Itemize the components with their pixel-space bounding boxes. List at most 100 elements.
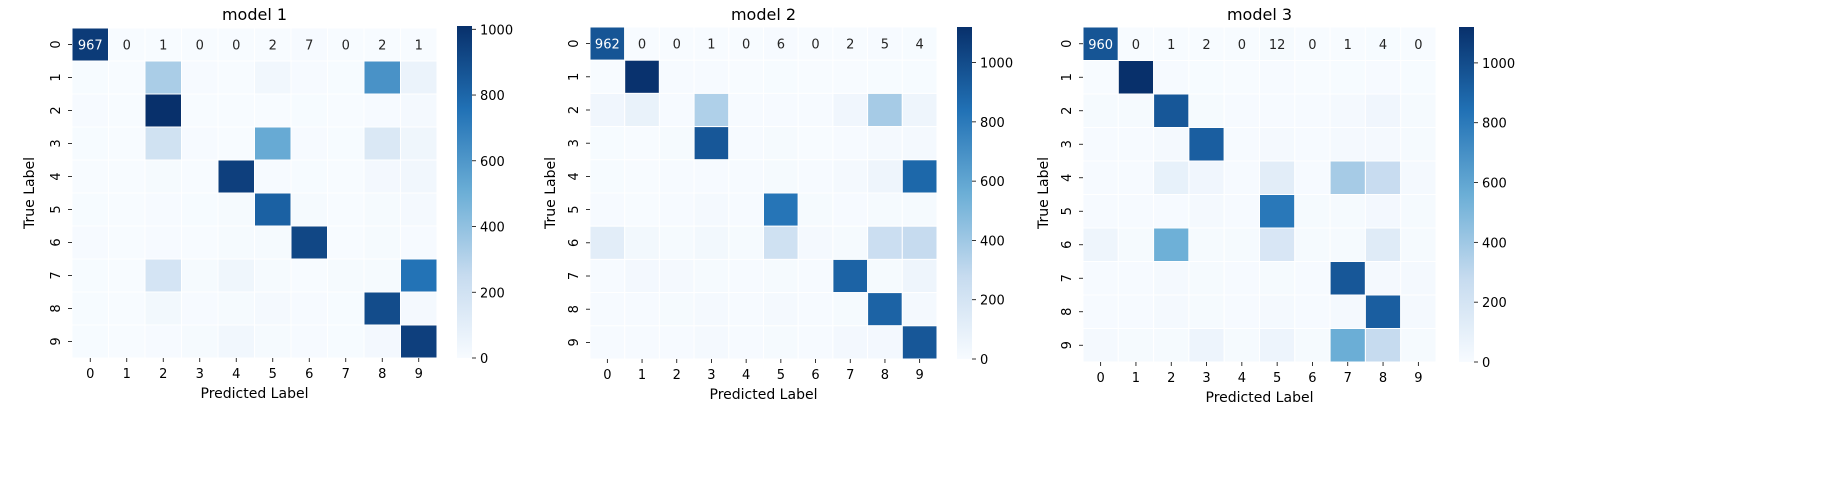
colorbar-tick-label: 0 — [980, 353, 988, 368]
heatmap-cell — [763, 126, 799, 161]
heatmap-cell — [1294, 60, 1331, 95]
colorbar-tick-label: 600 — [480, 155, 505, 170]
heatmap-cell — [624, 26, 660, 61]
colorbar-tick-label: 600 — [1482, 177, 1507, 192]
y-tick-label: 2 — [1060, 107, 1075, 115]
x-tick-label: 9 — [1414, 371, 1422, 386]
colorbar-tick-label: 200 — [1482, 296, 1507, 311]
x-tick-label: 8 — [881, 368, 889, 383]
colorbar — [957, 27, 972, 359]
heatmap-cell — [658, 26, 695, 61]
heatmap-cell — [1188, 194, 1225, 229]
heatmap-cell — [658, 192, 695, 227]
heatmap-cell — [797, 258, 834, 294]
heatmap-cell — [1294, 194, 1331, 229]
heatmap-cell — [144, 192, 182, 227]
cell-value-label: 967 — [78, 39, 103, 54]
heatmap-cell — [763, 258, 799, 294]
heatmap-cell — [144, 60, 182, 95]
cell-value-label: 960 — [1088, 38, 1113, 53]
heatmap-cell — [1329, 294, 1366, 329]
heatmap-cell — [1223, 127, 1260, 162]
heatmap-cell — [797, 292, 834, 327]
heatmap-cell — [254, 291, 292, 326]
y-tick-label: 6 — [567, 239, 582, 247]
heatmap-cell — [290, 93, 328, 128]
heatmap-cell — [728, 192, 764, 227]
heatmap-cell — [1153, 93, 1190, 128]
y-tick-label: 3 — [1060, 140, 1075, 148]
colorbar-tick-label: 800 — [1482, 117, 1507, 132]
heatmap-cell — [71, 258, 109, 293]
heatmap-cell — [1364, 261, 1402, 296]
heatmap-cell — [832, 159, 869, 194]
y-tick-label: 7 — [1060, 274, 1075, 282]
y-tick-label: 7 — [49, 271, 64, 279]
heatmap-cell — [1117, 261, 1155, 296]
colorbar-tick-label: 200 — [980, 294, 1005, 309]
heatmap-cell — [1082, 294, 1119, 329]
heatmap-cell — [181, 225, 219, 260]
y-tick-label: 1 — [1060, 73, 1075, 81]
heatmap-cell — [693, 159, 730, 194]
heatmap-cell — [400, 159, 438, 194]
heatmap-cell — [254, 258, 292, 293]
heatmap-cell — [1259, 328, 1296, 363]
heatmap-cell — [624, 59, 660, 94]
x-tick-label: 5 — [269, 367, 277, 382]
colorbar-tick-label: 800 — [480, 89, 505, 104]
heatmap-cell — [1117, 127, 1155, 162]
heatmap-cell — [1223, 194, 1260, 229]
heatmap-cell — [363, 93, 401, 128]
cell-value-label: 2 — [378, 39, 386, 54]
heatmap-cell — [1259, 60, 1296, 95]
heatmap-cell — [624, 258, 660, 294]
heatmap-cell — [400, 27, 438, 62]
heatmap-cell — [254, 324, 292, 359]
heatmap-cell — [658, 225, 695, 260]
x-tick-label: 5 — [777, 368, 785, 383]
heatmap-cell — [1400, 127, 1437, 162]
heatmap-cell — [624, 292, 660, 327]
y-tick-label: 4 — [49, 172, 64, 180]
heatmap-cell — [728, 258, 764, 294]
colorbar-tick-label: 400 — [980, 234, 1005, 249]
heatmap-cell — [589, 92, 626, 128]
heatmap-cell — [1364, 93, 1402, 128]
chart-title: model 2 — [731, 5, 796, 24]
heatmap-cell — [832, 59, 869, 94]
heatmap-cell — [1329, 194, 1366, 229]
heatmap-cell — [1223, 160, 1260, 195]
heatmap-cell — [693, 225, 730, 260]
heatmap-cell — [1153, 294, 1190, 329]
heatmap-cell — [1153, 60, 1190, 95]
heatmap-cell — [1188, 328, 1225, 363]
heatmap-cell — [108, 126, 146, 161]
x-tick-label: 0 — [86, 367, 94, 382]
heatmap-cell — [1259, 93, 1296, 128]
heatmap-cell — [1153, 160, 1190, 195]
heatmap-cell — [363, 192, 401, 227]
heatmap-cell — [181, 192, 219, 227]
heatmap-cell — [181, 324, 219, 359]
colorbar-tick-label: 800 — [980, 116, 1005, 131]
heatmap-cell — [693, 92, 730, 128]
chart-title: model 3 — [1227, 5, 1292, 24]
x-tick-label: 4 — [232, 367, 240, 382]
heatmap-cell — [624, 192, 660, 227]
heatmap-cell — [144, 225, 182, 260]
cell-value-label: 2 — [1202, 38, 1210, 53]
heatmap-cell — [1082, 328, 1119, 363]
heatmap-cell — [728, 59, 764, 94]
heatmap-cell — [327, 126, 365, 161]
heatmap-cell — [658, 325, 695, 360]
heatmap-cell — [290, 192, 328, 227]
heatmap-cell — [327, 27, 365, 62]
heatmap-cell — [1153, 227, 1190, 262]
heatmap-cell — [400, 126, 438, 161]
cell-value-label: 1 — [1167, 38, 1175, 53]
cell-value-label: 0 — [1414, 38, 1422, 53]
colorbar — [457, 26, 472, 358]
heatmap-cell — [1082, 261, 1119, 296]
heatmap-cell — [1153, 127, 1190, 162]
